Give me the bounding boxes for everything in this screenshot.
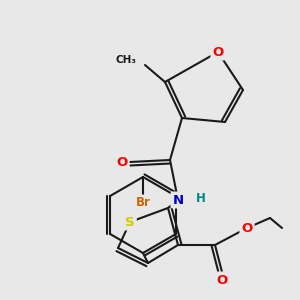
- Text: S: S: [125, 215, 135, 229]
- Text: H: H: [196, 191, 206, 205]
- Text: Br: Br: [136, 196, 150, 209]
- Text: O: O: [212, 46, 224, 59]
- Text: CH₃: CH₃: [116, 55, 137, 65]
- Text: O: O: [216, 274, 228, 286]
- Text: N: N: [172, 194, 184, 206]
- Text: O: O: [242, 221, 253, 235]
- Text: O: O: [116, 155, 128, 169]
